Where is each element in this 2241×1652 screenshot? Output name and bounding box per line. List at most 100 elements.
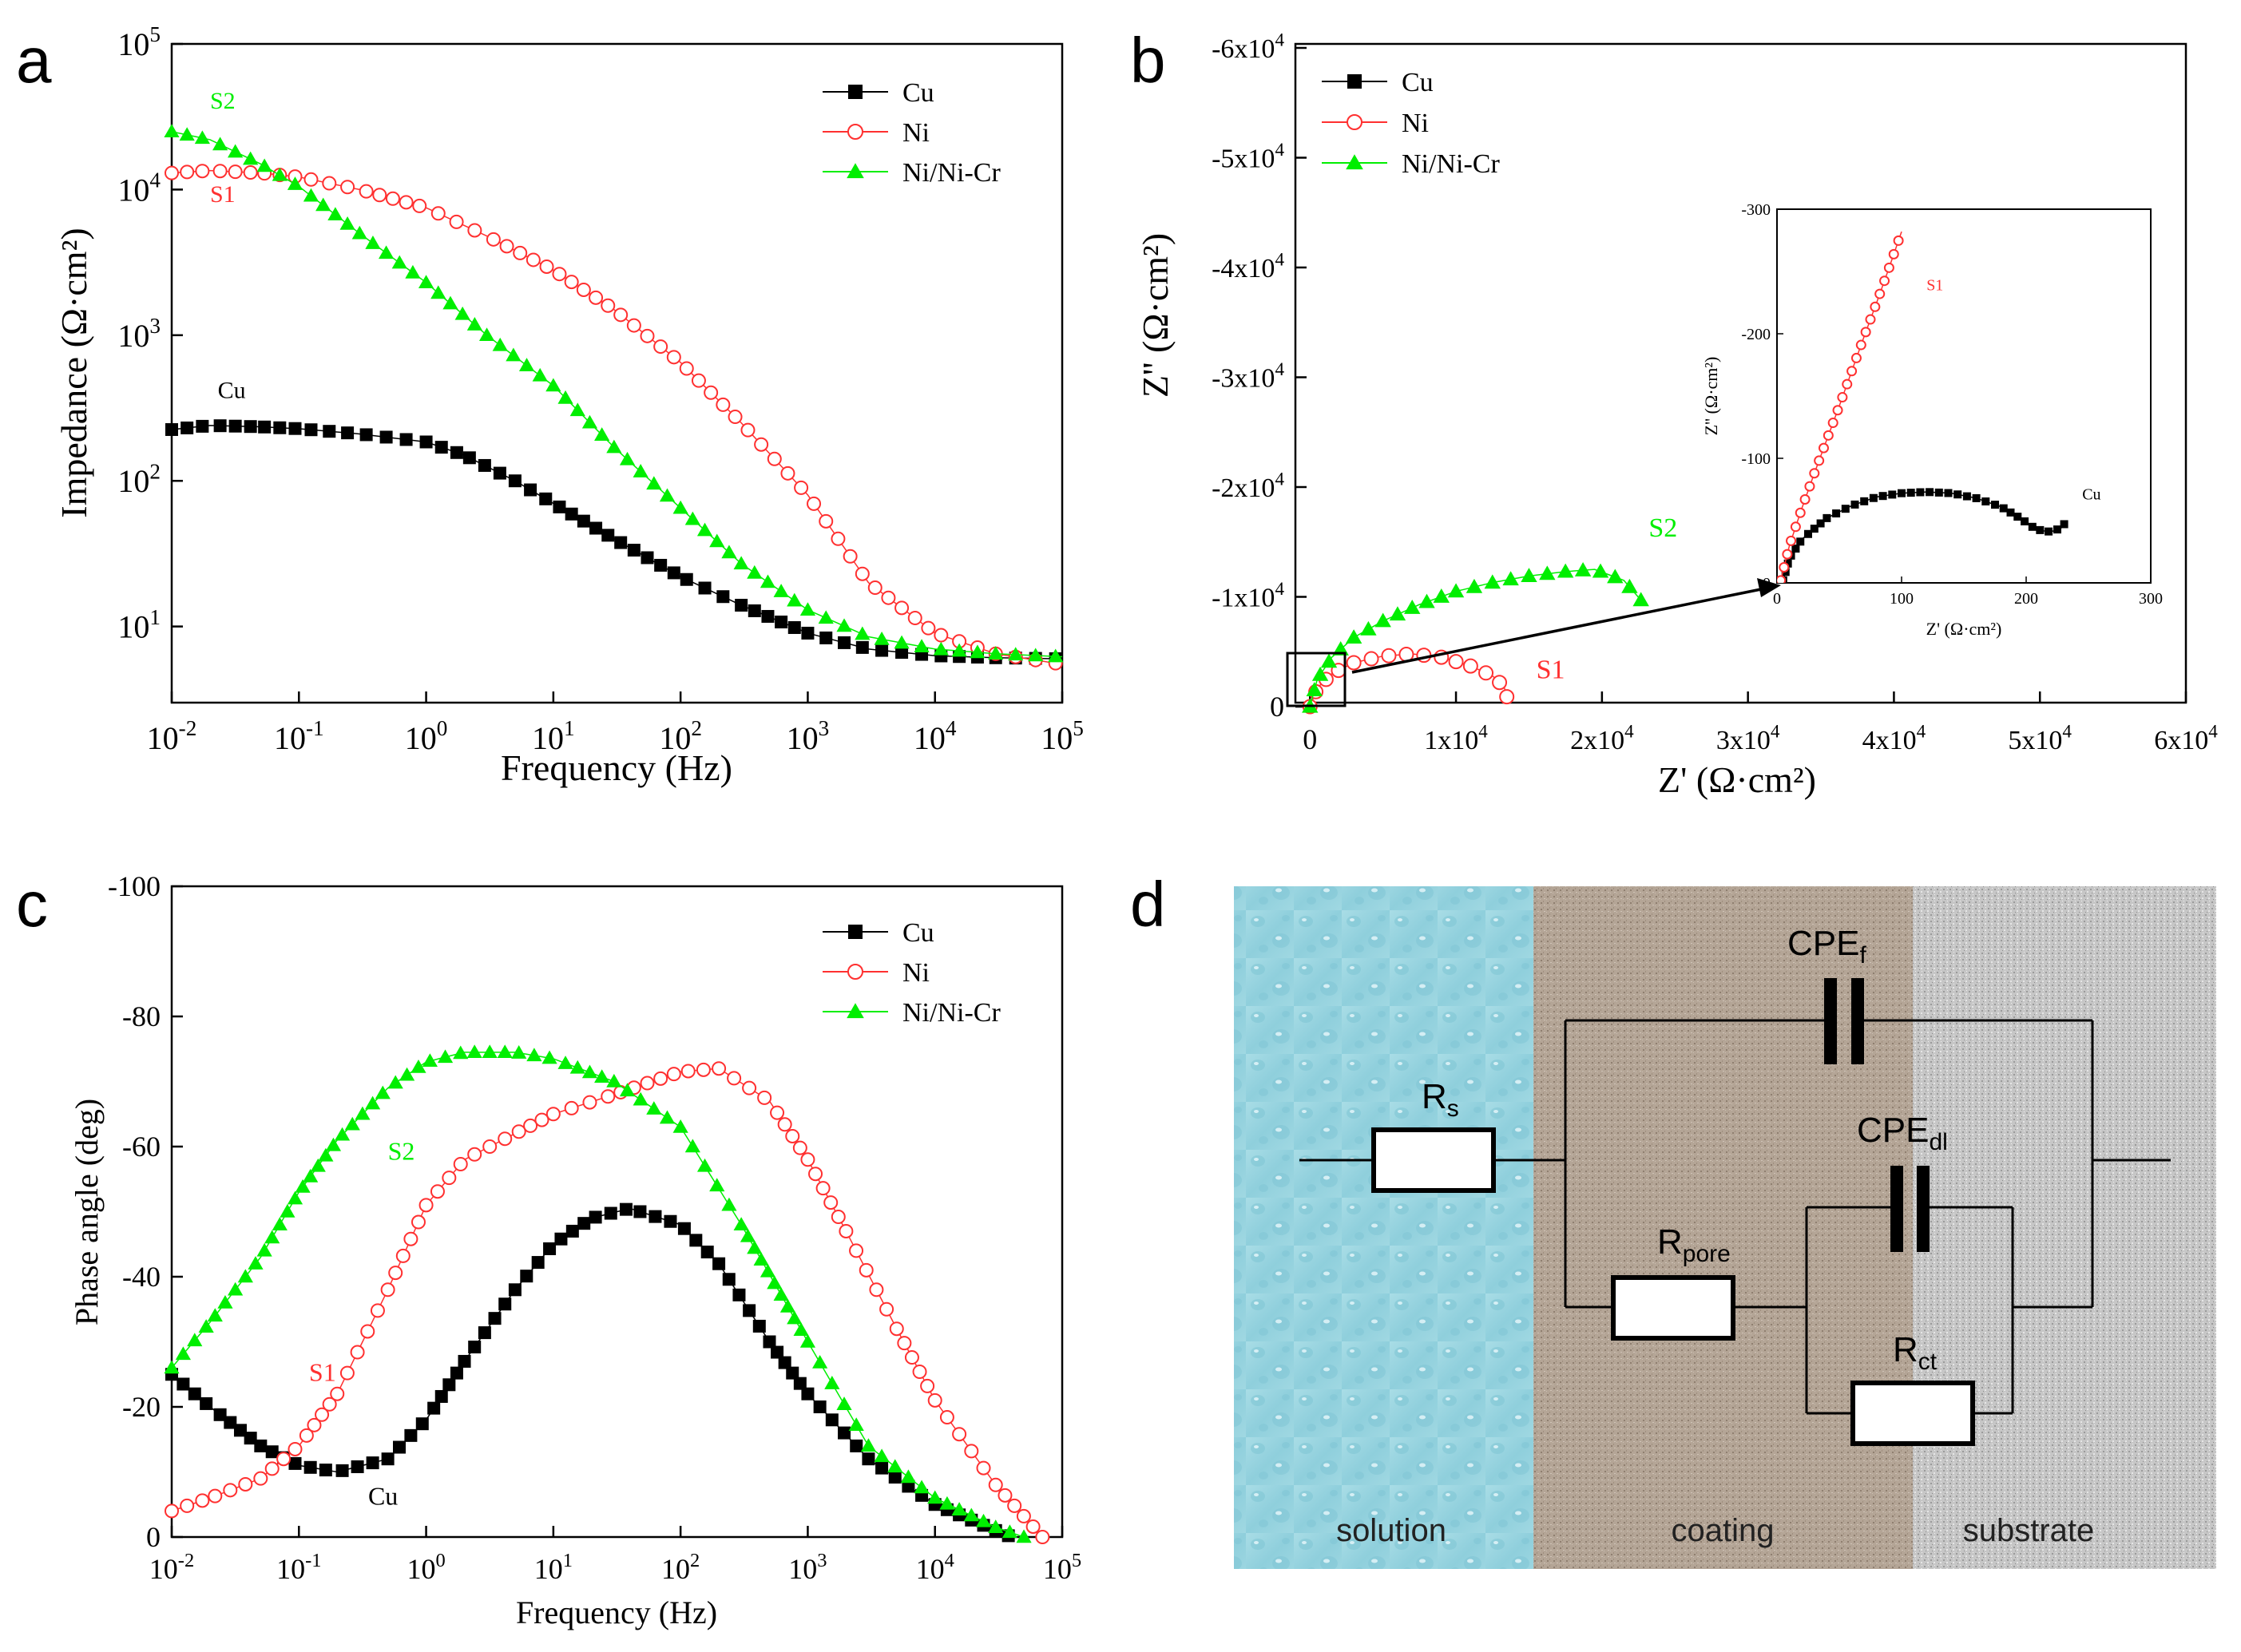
data-point xyxy=(1855,339,1866,351)
data-point xyxy=(700,1246,714,1259)
data-point xyxy=(964,1444,979,1459)
data-point xyxy=(379,430,393,444)
data-point xyxy=(1499,689,1515,705)
data-point xyxy=(646,476,662,490)
data-point xyxy=(721,1197,737,1211)
annotation-label: Cu xyxy=(218,378,246,404)
label-rpore: Rpore xyxy=(1657,1222,1731,1267)
data-point xyxy=(405,264,421,279)
data-point xyxy=(256,158,272,172)
data-point xyxy=(195,164,210,179)
x-tick-label: 100 xyxy=(407,1550,445,1585)
data-point xyxy=(934,628,949,643)
x-tick-label: 104 xyxy=(914,716,957,756)
x-tick-label: 103 xyxy=(788,1550,827,1585)
data-point xyxy=(912,1364,927,1379)
data-point xyxy=(813,1400,827,1413)
data-point xyxy=(1374,612,1391,628)
data-point xyxy=(180,164,195,180)
data-point xyxy=(735,598,748,612)
data-point xyxy=(684,511,700,525)
data-point xyxy=(771,1345,784,1359)
data-point xyxy=(577,1217,591,1230)
data-point xyxy=(1345,629,1362,644)
data-point xyxy=(666,1067,681,1082)
data-point xyxy=(340,180,355,195)
tick-base: 10 xyxy=(117,609,149,645)
tick-exponent: 5 xyxy=(1072,1550,1081,1571)
tick-exponent: 3 xyxy=(819,716,830,740)
inset-series-group xyxy=(1777,231,2068,583)
data-point xyxy=(243,151,259,165)
data-point xyxy=(799,602,816,616)
data-point xyxy=(248,1256,264,1270)
data-point xyxy=(391,255,407,269)
y-tick-label: 0 xyxy=(146,1521,161,1553)
data-point xyxy=(180,421,194,434)
data-point xyxy=(422,1053,438,1068)
data-point xyxy=(1810,525,1819,533)
data-point xyxy=(194,130,210,145)
data-point xyxy=(1332,641,1349,656)
y-tick-label: -6x104 xyxy=(1212,30,1284,64)
tick-exponent: 4 xyxy=(1771,722,1780,743)
data-point xyxy=(442,295,458,310)
data-point xyxy=(335,1464,349,1477)
tick-base: 2x10 xyxy=(1570,726,1624,755)
data-point xyxy=(233,1424,247,1437)
data-point xyxy=(577,514,590,528)
legend-label: Cu xyxy=(902,918,934,948)
data-point xyxy=(761,609,775,623)
data-point xyxy=(633,1205,647,1218)
zoom-arrowhead xyxy=(1757,578,1781,597)
data-point xyxy=(180,1498,195,1513)
data-point xyxy=(569,402,585,417)
data-point xyxy=(272,167,288,181)
data-point xyxy=(228,144,244,158)
legend-marker xyxy=(848,85,863,99)
x-tick-label: 105 xyxy=(1043,1550,1081,1585)
data-point xyxy=(1842,378,1853,390)
zoom-box xyxy=(1286,652,1347,707)
data-point xyxy=(468,1341,482,1354)
data-point xyxy=(486,232,501,247)
data-point xyxy=(640,1076,655,1091)
data-point xyxy=(1607,568,1624,584)
data-point xyxy=(951,1502,967,1515)
data-point xyxy=(1823,513,1831,522)
data-point xyxy=(646,1101,662,1115)
tick-base: 10 xyxy=(916,1553,945,1585)
data-point xyxy=(839,1223,854,1238)
legend-marker xyxy=(847,1003,864,1019)
data-point xyxy=(875,1461,889,1475)
data-point xyxy=(752,1319,766,1333)
tick-exponent: 2 xyxy=(691,716,702,740)
data-point xyxy=(434,1389,448,1403)
data-point xyxy=(165,422,178,436)
data-point xyxy=(334,1127,351,1141)
inset-chart: 0 100 200 300 0 -100 -200 -300 S1 Cu Z' (Ω·cm²) Z… xyxy=(1701,201,2163,639)
data-point xyxy=(325,1137,342,1151)
data-point xyxy=(679,361,694,376)
data-point xyxy=(1795,507,1806,518)
region-substrate xyxy=(1913,886,2216,1569)
tick-exponent: 4 xyxy=(1624,722,1634,743)
tick-base: 10 xyxy=(788,1553,817,1585)
data-point xyxy=(553,500,566,513)
x-tick-label: 3x104 xyxy=(1716,722,1780,755)
data-point xyxy=(466,317,482,331)
data-point xyxy=(2028,522,2037,531)
series-ni-ni-cr xyxy=(164,124,1064,663)
data-point xyxy=(164,124,180,138)
data-point xyxy=(812,1354,828,1369)
tick-base: 10 xyxy=(149,1553,178,1585)
data-point xyxy=(418,275,434,289)
data-point xyxy=(1841,505,1850,513)
data-point xyxy=(887,1459,903,1473)
data-point xyxy=(613,307,629,323)
data-point xyxy=(1796,537,1805,546)
data-point xyxy=(179,127,195,141)
data-point xyxy=(339,1365,355,1381)
data-point xyxy=(1827,418,1838,429)
